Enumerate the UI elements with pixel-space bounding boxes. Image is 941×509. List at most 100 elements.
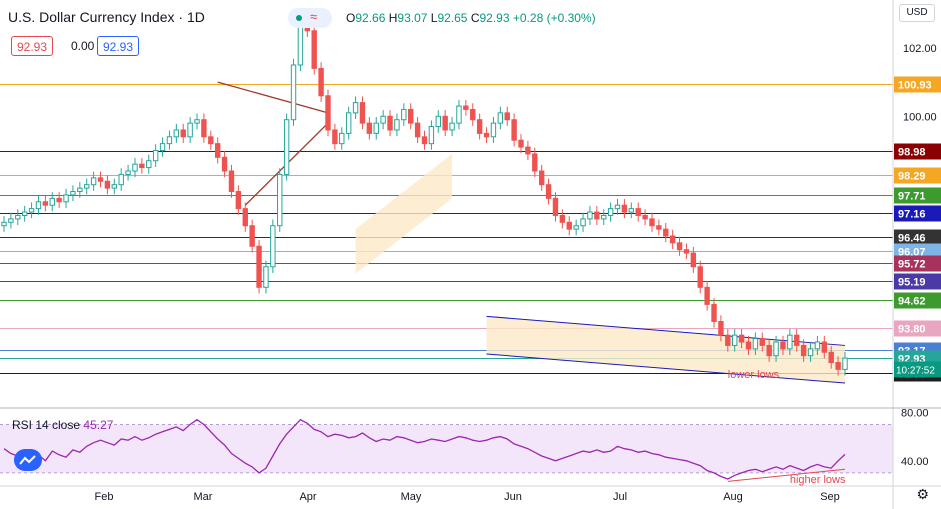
candle-body <box>63 194 69 203</box>
level-label-bg <box>894 143 941 160</box>
sell-button[interactable]: 92.93 <box>11 36 54 56</box>
candle-body <box>718 320 724 336</box>
month-tick-label: Jul <box>613 491 627 503</box>
triangle-upper-line <box>217 81 329 114</box>
candle-body <box>173 129 180 138</box>
ascending-channel <box>355 153 453 274</box>
descending-channel <box>486 316 845 384</box>
spread-value: 0.00 <box>71 39 95 53</box>
candle-body <box>566 221 572 230</box>
candle-body <box>290 64 297 121</box>
candle-body <box>1 221 7 227</box>
buy-button[interactable]: 92.93 <box>97 36 140 56</box>
rsi-legend: RSI 14 close 45.27 <box>12 418 113 432</box>
candle-body <box>408 108 414 124</box>
candle-body <box>532 153 538 172</box>
candle-body <box>394 119 400 131</box>
month-tick-label: Apr <box>299 491 316 503</box>
candle-body <box>559 214 566 223</box>
candle-body <box>642 214 648 220</box>
candle-body <box>545 184 552 199</box>
candle-body <box>538 170 545 186</box>
open-value: 92.66 <box>355 11 386 25</box>
change-value: +0.28 (+0.30%) <box>512 11 596 25</box>
rsi-panel: higher lows <box>0 418 893 486</box>
currency-button[interactable]: USD <box>899 4 935 22</box>
candle-body <box>704 286 710 305</box>
level-label-text: 95.72 <box>898 259 926 271</box>
candle-body <box>318 67 324 97</box>
candle-body <box>118 173 124 186</box>
candle-body <box>387 115 393 131</box>
rsi-line <box>3 418 846 480</box>
level-label: 94.62 <box>894 292 941 309</box>
candle-body <box>552 197 559 216</box>
candle-body <box>421 136 428 145</box>
candle-body <box>56 197 62 203</box>
candle-body <box>649 218 655 227</box>
candle-body <box>345 112 352 134</box>
candle-body <box>49 197 55 206</box>
candle-body <box>518 139 524 148</box>
candle-body <box>221 156 228 172</box>
countdown-text: 10:27:52 <box>896 365 935 376</box>
level-label: 98.98 <box>894 143 941 160</box>
candle-body <box>780 341 786 350</box>
level-label-bg <box>894 76 941 93</box>
level-label-bg <box>894 255 941 272</box>
gear-icon[interactable]: ⚙ <box>916 486 929 502</box>
candle-body <box>21 211 28 216</box>
candle-body <box>828 351 834 364</box>
level-label: 97.71 <box>894 187 941 204</box>
rsi-label: RSI 14 close <box>12 418 81 432</box>
candle-body <box>359 102 366 124</box>
level-label-text: 98.29 <box>898 171 926 183</box>
channel-upper-line <box>486 315 846 346</box>
candle-body <box>470 108 476 121</box>
candle-body <box>104 180 111 189</box>
candle-body <box>139 163 145 169</box>
month-tick-label: Jun <box>504 491 522 503</box>
countdown-label: 10:27:52 <box>894 361 941 378</box>
low-label: L <box>430 11 438 25</box>
tradingview-logo-icon[interactable] <box>14 449 42 471</box>
candle-body <box>77 187 83 193</box>
candle-body <box>656 225 662 230</box>
month-tick-label: Mar <box>194 491 213 503</box>
candle-body <box>787 334 793 350</box>
candle-body <box>201 119 207 138</box>
candle-body <box>773 341 779 357</box>
annotation-higher-lows: higher lows <box>790 474 846 486</box>
candle-body <box>263 266 269 288</box>
candle-body <box>752 338 759 350</box>
level-label: 93.80 <box>894 320 941 337</box>
candle-body <box>490 122 497 138</box>
market-status-pill[interactable]: ≈ <box>288 8 332 28</box>
chart-title: U.S. Dollar Currency Index · 1D <box>8 9 205 25</box>
candle-body <box>669 235 676 244</box>
month-tick-label: Sep <box>820 491 840 503</box>
candle-body <box>442 115 448 131</box>
candle-body <box>380 115 386 124</box>
candle-body <box>476 119 483 134</box>
candle-body <box>90 177 97 186</box>
candle-body <box>84 184 90 189</box>
candle-body <box>614 204 621 210</box>
candle-body <box>738 334 745 343</box>
channel-lower-line <box>486 353 846 384</box>
level-label: 95.19 <box>894 273 941 290</box>
candle-body <box>15 214 21 220</box>
candle-body <box>621 204 628 213</box>
month-tick-label: Feb <box>95 491 114 503</box>
candle-body <box>325 95 331 131</box>
candle-body <box>8 218 14 223</box>
candle-body <box>725 334 731 346</box>
symbol-title: U.S. Dollar Currency Index · 1D <box>8 9 205 25</box>
candle-body <box>132 163 138 172</box>
candle-body <box>628 208 635 213</box>
price-panel: lower lows <box>0 14 893 384</box>
candle-body <box>228 170 235 193</box>
candle-body <box>256 245 262 288</box>
level-label-text: 94.62 <box>898 296 926 308</box>
